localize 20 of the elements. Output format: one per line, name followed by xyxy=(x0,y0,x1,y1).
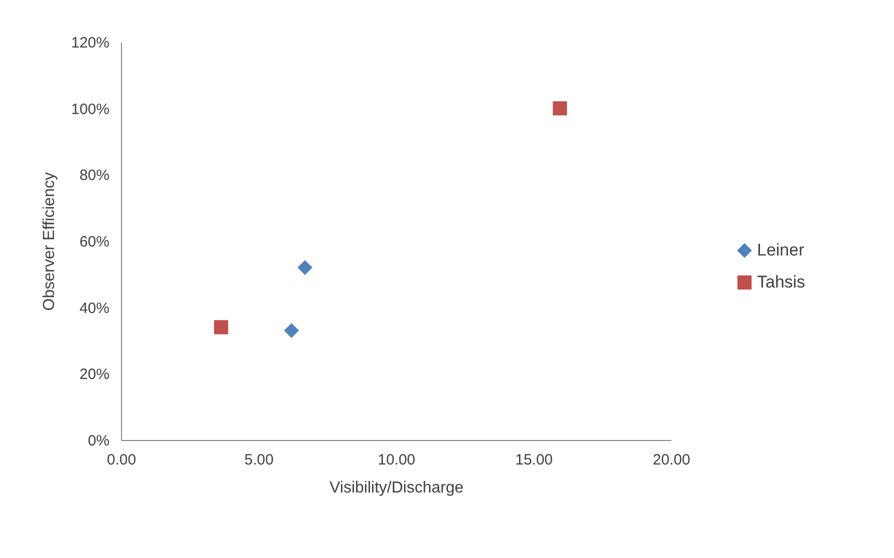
point xyxy=(298,260,312,275)
x-axis-title: Visibility/Discharge xyxy=(330,480,464,496)
y-tick-label: 120% xyxy=(71,34,110,52)
x-tick-label: 15.00 xyxy=(515,452,553,468)
legend-label: Leiner xyxy=(757,240,805,260)
x-tick-label: 5.00 xyxy=(244,452,274,468)
y-tick-label: 100% xyxy=(71,100,110,118)
y-tick-label: 40% xyxy=(79,300,110,317)
x-tick-label: 0.00 xyxy=(106,452,136,468)
point xyxy=(552,101,567,116)
point xyxy=(214,320,228,334)
legend-label: Tahsis xyxy=(757,272,806,292)
y-tick-label: 20% xyxy=(79,366,110,384)
y-tick-label: 80% xyxy=(79,167,110,184)
y-axis-title: Observer Efficiency xyxy=(41,172,58,311)
y-tick-label: 60% xyxy=(79,234,110,250)
point xyxy=(284,323,299,338)
y-tick-label: 0% xyxy=(88,432,110,450)
x-tick-label: 10.00 xyxy=(378,452,416,468)
x-tick-label: 20.00 xyxy=(652,452,690,468)
